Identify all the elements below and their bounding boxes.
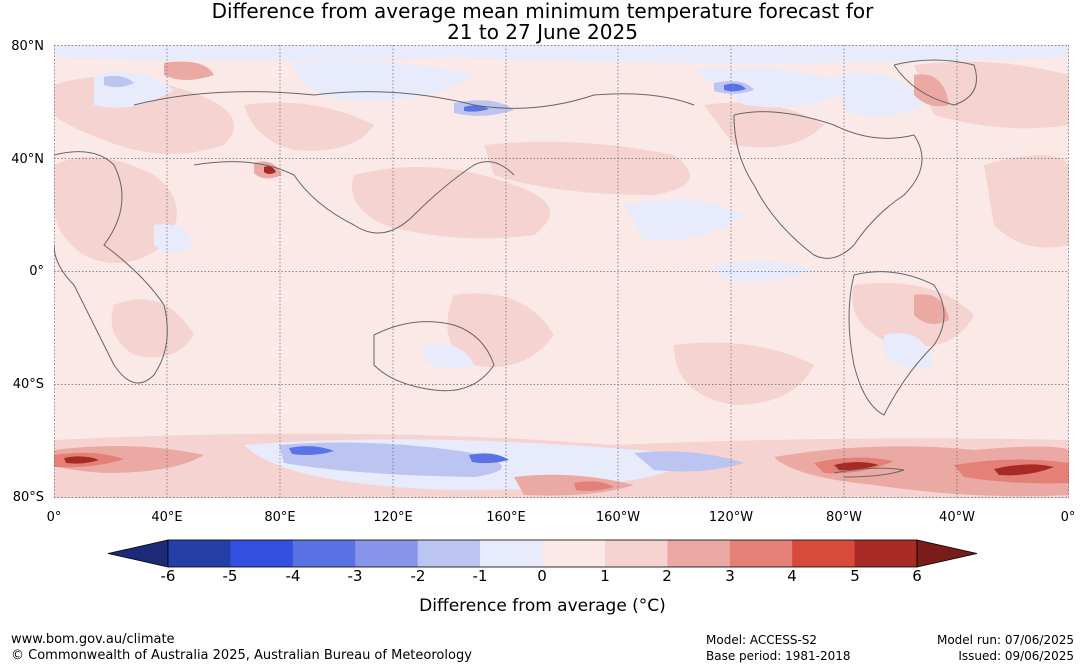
footer-copyright: © Commonwealth of Australia 2025, Austra… bbox=[11, 648, 472, 663]
footer-base-period: Base period: 1981-2018 bbox=[706, 649, 851, 663]
colorbar-tick-4: 4 bbox=[787, 567, 797, 585]
colorbar-segment bbox=[854, 540, 918, 567]
footer-website: www.bom.gov.au/climate bbox=[11, 632, 175, 647]
colorbar-segment bbox=[729, 540, 793, 567]
colorbar-tick-minus2: -2 bbox=[410, 567, 426, 585]
colorbar-tick-minus6: -6 bbox=[160, 567, 176, 585]
colorbar-segment bbox=[604, 540, 668, 567]
colorbar-tick-minus5: -5 bbox=[222, 567, 238, 585]
colorbar-segment bbox=[542, 540, 606, 567]
anomaly-map bbox=[54, 45, 1069, 498]
colorbar-tick-5: 5 bbox=[850, 567, 860, 585]
lat-label-0: 0° bbox=[29, 264, 44, 279]
anomaly-map-svg bbox=[54, 45, 1069, 498]
lon-label-0-right: 0° bbox=[1060, 510, 1076, 525]
lon-label-0-left: 0° bbox=[46, 510, 62, 525]
colorbar-tick-6: 6 bbox=[912, 567, 922, 585]
anomaly-patches-1-to-2 bbox=[54, 61, 1069, 498]
lat-label-80n: 80°N bbox=[11, 39, 44, 54]
chart-title-line1: Difference from average mean minimum tem… bbox=[211, 0, 874, 23]
lon-label-40w: 40°W bbox=[939, 510, 975, 525]
footer-issued: Issued: 09/06/2025 bbox=[958, 649, 1074, 663]
colorbar-segment bbox=[417, 540, 481, 567]
colorbar-under-triangle bbox=[107, 539, 169, 568]
colorbar-segment bbox=[667, 540, 731, 567]
colorbar-tick-0: 0 bbox=[537, 567, 547, 585]
lon-label-80e: 80°E bbox=[264, 510, 296, 525]
lon-label-80w: 80°W bbox=[826, 510, 862, 525]
lon-label-160w: 160°W bbox=[595, 510, 641, 525]
chart-title-line2: 21 to 27 June 2025 bbox=[447, 20, 638, 44]
colorbar-over-triangle bbox=[916, 539, 978, 568]
lat-label-40n: 40°N bbox=[11, 152, 44, 167]
colorbar-segment bbox=[230, 540, 294, 567]
lon-label-120w: 120°W bbox=[708, 510, 754, 525]
footer-model-run: Model run: 07/06/2025 bbox=[936, 633, 1074, 647]
colorbar-segment bbox=[355, 540, 419, 567]
anomaly-patches-4-to-6 bbox=[64, 166, 1054, 476]
footer-model: Model: ACCESS-S2 bbox=[706, 633, 818, 647]
grid-lines bbox=[54, 45, 1069, 498]
colorbar-tick-minus4: -4 bbox=[285, 567, 301, 585]
lon-label-120e: 120°E bbox=[373, 510, 413, 525]
colorbar-segment bbox=[168, 540, 231, 567]
colorbar-segment bbox=[480, 540, 544, 567]
lat-label-80s: 80°S bbox=[12, 490, 44, 505]
colorbar-tick-minus3: -3 bbox=[347, 567, 363, 585]
colorbar-tick-2: 2 bbox=[662, 567, 672, 585]
lon-label-40e: 40°E bbox=[151, 510, 183, 525]
colorbar-tick-3: 3 bbox=[725, 567, 735, 585]
colorbar-segment bbox=[792, 540, 856, 567]
coastlines bbox=[54, 59, 977, 478]
colorbar-title: Difference from average (°C) bbox=[419, 596, 666, 616]
lat-label-40s: 40°S bbox=[12, 377, 44, 392]
colorbar-segment bbox=[292, 540, 356, 567]
lon-label-160e: 160°E bbox=[486, 510, 526, 525]
colorbar bbox=[107, 539, 978, 568]
anomaly-patches-minus3 bbox=[289, 83, 746, 464]
colorbar-tick-1: 1 bbox=[600, 567, 610, 585]
colorbar-tick-minus1: -1 bbox=[472, 567, 488, 585]
